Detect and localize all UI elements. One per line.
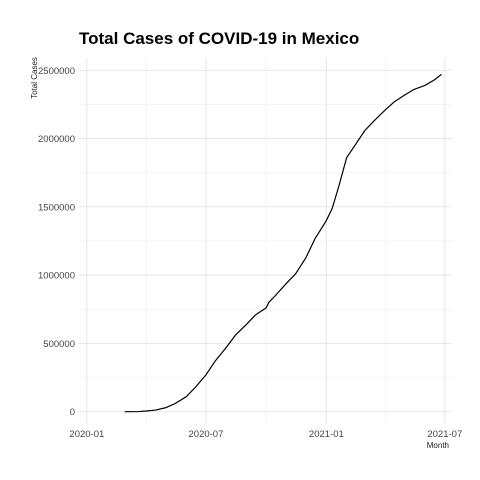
y-tick-label: 1500000 — [38, 202, 75, 213]
y-axis-ticks: 0 500000 1000000 1500000 2000000 2500000 — [38, 66, 75, 418]
y-tick-label: 0 — [70, 407, 75, 418]
x-tick-label: 2020-01 — [69, 429, 104, 440]
series-line-total-cases — [124, 73, 442, 413]
y-tick-label: 1000000 — [38, 271, 75, 282]
x-tick-label: 2021-07 — [427, 429, 462, 440]
x-tick-label: 2021-01 — [309, 429, 344, 440]
y-tick-label: 2500000 — [38, 66, 75, 77]
grid — [79, 58, 452, 424]
x-tick-label: 2020-07 — [189, 429, 224, 440]
x-axis-title: Month — [427, 441, 449, 450]
x-axis-ticks: 2020-01 2020-07 2021-01 2021-07 — [69, 429, 462, 440]
y-axis-title: Total Cases — [30, 57, 39, 99]
chart-title: Total Cases of COVID-19 in Mexico — [79, 29, 359, 48]
y-tick-label: 500000 — [43, 339, 75, 350]
y-tick-label: 2000000 — [38, 134, 75, 145]
